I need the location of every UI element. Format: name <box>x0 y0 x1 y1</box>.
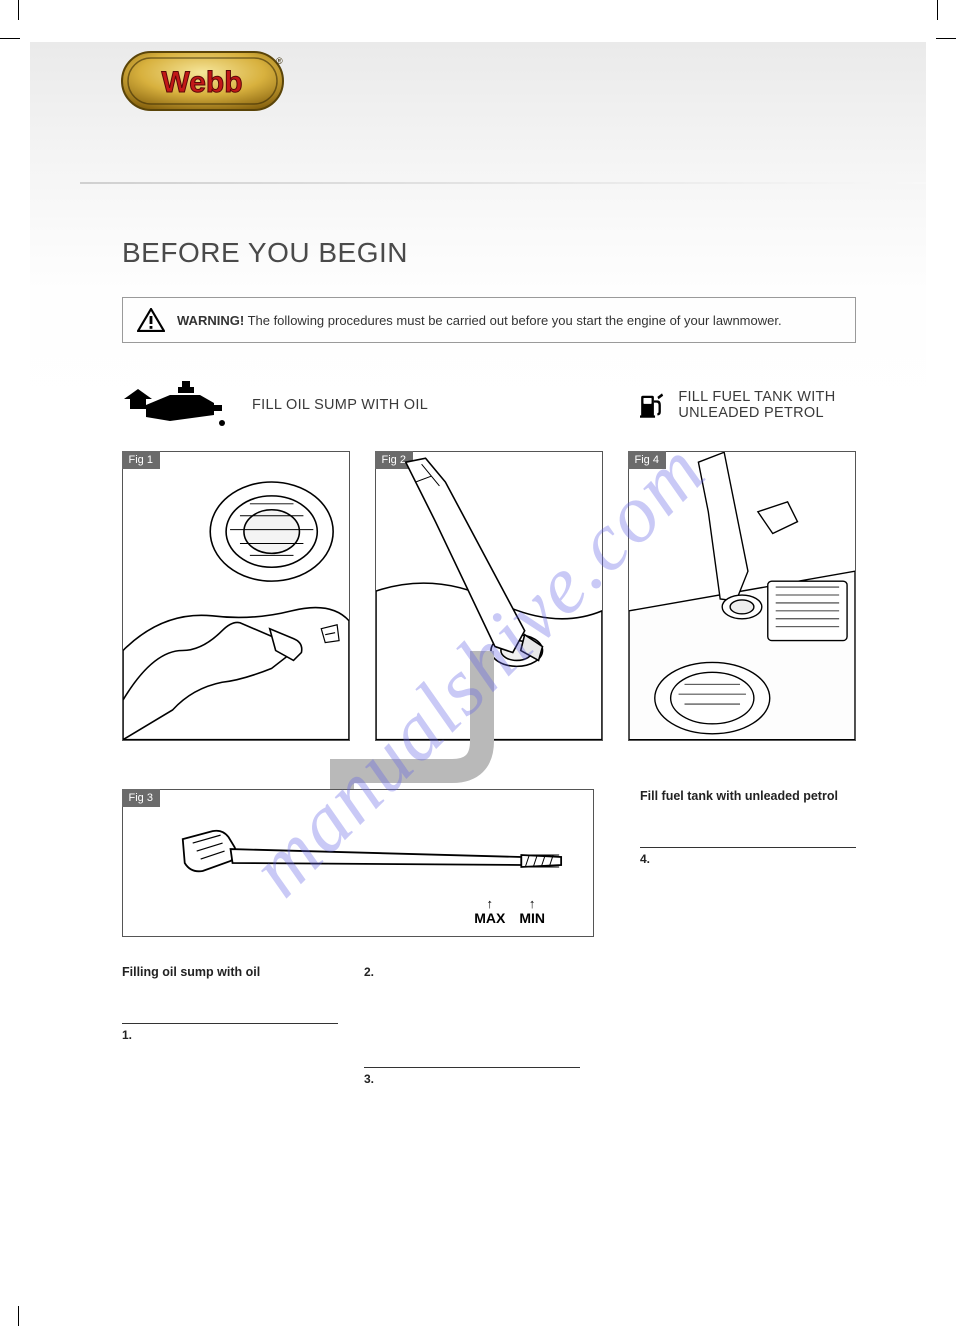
dipstick-min: MIN <box>519 897 545 926</box>
figure-4-illustration <box>629 452 855 740</box>
content-area: BEFORE YOU BEGIN WARNING! The following … <box>122 237 856 1086</box>
fuel-section-header: FILL FUEL TANK WITH UNLEADED PETROL <box>640 383 856 427</box>
figure-1: Fig 1 <box>122 451 350 741</box>
step-2-number: 2. <box>364 965 374 979</box>
oil-caption-col-2: 2. 3. <box>364 965 580 1086</box>
figure-2: Fig 2 <box>375 451 603 741</box>
figure-1-illustration <box>123 452 349 740</box>
oil-section-title: FILL OIL SUMP WITH OIL <box>252 397 428 413</box>
warning-box: WARNING! The following procedures must b… <box>122 297 856 343</box>
step-4-number: 4. <box>640 852 650 866</box>
oil-section-header: FILL OIL SUMP WITH OIL <box>122 381 428 429</box>
oil-can-icon <box>122 381 230 429</box>
lower-row: Fig 3 MAX MIN <box>122 789 856 937</box>
svg-text:Webb: Webb <box>161 66 242 99</box>
svg-text:®: ® <box>276 56 283 66</box>
caption-rule <box>640 847 856 848</box>
crop-mark <box>937 0 938 20</box>
crop-mark <box>18 0 19 20</box>
header-rule <box>80 182 926 184</box>
warning-body: The following procedures must be carried… <box>248 313 782 328</box>
page: Webb ® BEFORE YOU BEGIN WARNING! The fol… <box>30 42 926 1296</box>
oil-caption-col-1: Filling oil sump with oil 1. <box>122 965 338 1086</box>
page-title: BEFORE YOU BEGIN <box>122 237 856 269</box>
crop-mark <box>936 38 956 39</box>
step-1-number: 1. <box>122 1028 132 1042</box>
warning-label: WARNING! <box>177 313 244 328</box>
section-header-row: FILL OIL SUMP WITH OIL FILL FUEL TANK WI… <box>122 381 856 429</box>
fuel-pump-icon <box>640 383 664 427</box>
caption-rule <box>364 1067 580 1068</box>
warning-text: WARNING! The following procedures must b… <box>177 313 782 328</box>
figure-4: Fig 4 <box>628 451 856 741</box>
figures-row-1: Fig 1 <box>122 451 856 741</box>
dipstick-labels: MAX MIN <box>474 897 545 926</box>
fuel-caption-heading: Fill fuel tank with unleaded petrol <box>640 789 856 803</box>
caption-rule <box>122 1023 338 1024</box>
fuel-caption-column: Fill fuel tank with unleaded petrol 4. <box>640 789 856 866</box>
crop-mark <box>18 1306 19 1326</box>
oil-caption-heading: Filling oil sump with oil <box>122 965 338 979</box>
dipstick-max: MAX <box>474 897 505 926</box>
warning-icon <box>137 308 165 332</box>
figure-2-illustration <box>376 452 602 740</box>
brand-logo: Webb ® <box>120 50 285 112</box>
fuel-section-title: FILL FUEL TANK WITH UNLEADED PETROL <box>678 389 856 421</box>
crop-mark <box>0 38 20 39</box>
figure-3: Fig 3 MAX MIN <box>122 789 594 937</box>
step-3-number: 3. <box>364 1072 374 1086</box>
oil-caption-row: Filling oil sump with oil 1. 2. 3. <box>122 965 856 1086</box>
